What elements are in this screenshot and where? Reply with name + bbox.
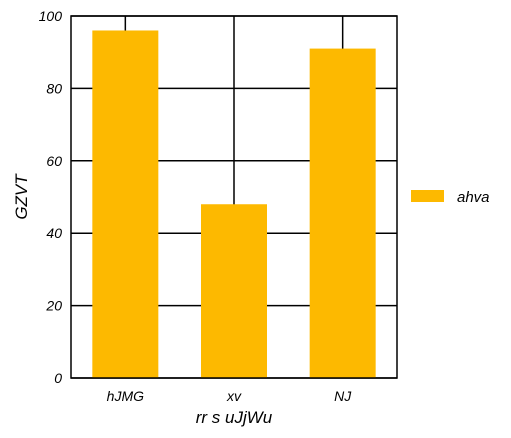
y-tick-label-80: 80 [46,80,62,96]
y-tick-label-40: 40 [46,225,62,241]
x-axis-label: rr s uJjWu [196,408,273,427]
y-tick-label-20: 20 [45,298,62,314]
bar-xv [201,204,267,378]
x-tick-label-2: NJ [334,388,352,404]
y-tick-label-60: 60 [46,153,62,169]
y-axis-label: GZVT [12,173,31,220]
y-tick-label-0: 0 [54,370,62,386]
legend-swatch-ahva [411,190,444,202]
bars [92,30,376,379]
legend-label-ahva: ahva [457,189,490,206]
y-tick-labels: 0 20 40 60 80 100 [39,8,63,386]
bar-hJMG [92,30,159,378]
legend: ahva [411,189,490,206]
x-tick-label-0: hJMG [107,388,144,404]
bar-NJ [309,48,376,379]
x-tick-label-1: xv [226,388,242,404]
plot-frame [70,15,398,379]
y-tick-label-100: 100 [39,8,63,24]
x-tick-labels: hJMG xv NJ [107,388,353,404]
